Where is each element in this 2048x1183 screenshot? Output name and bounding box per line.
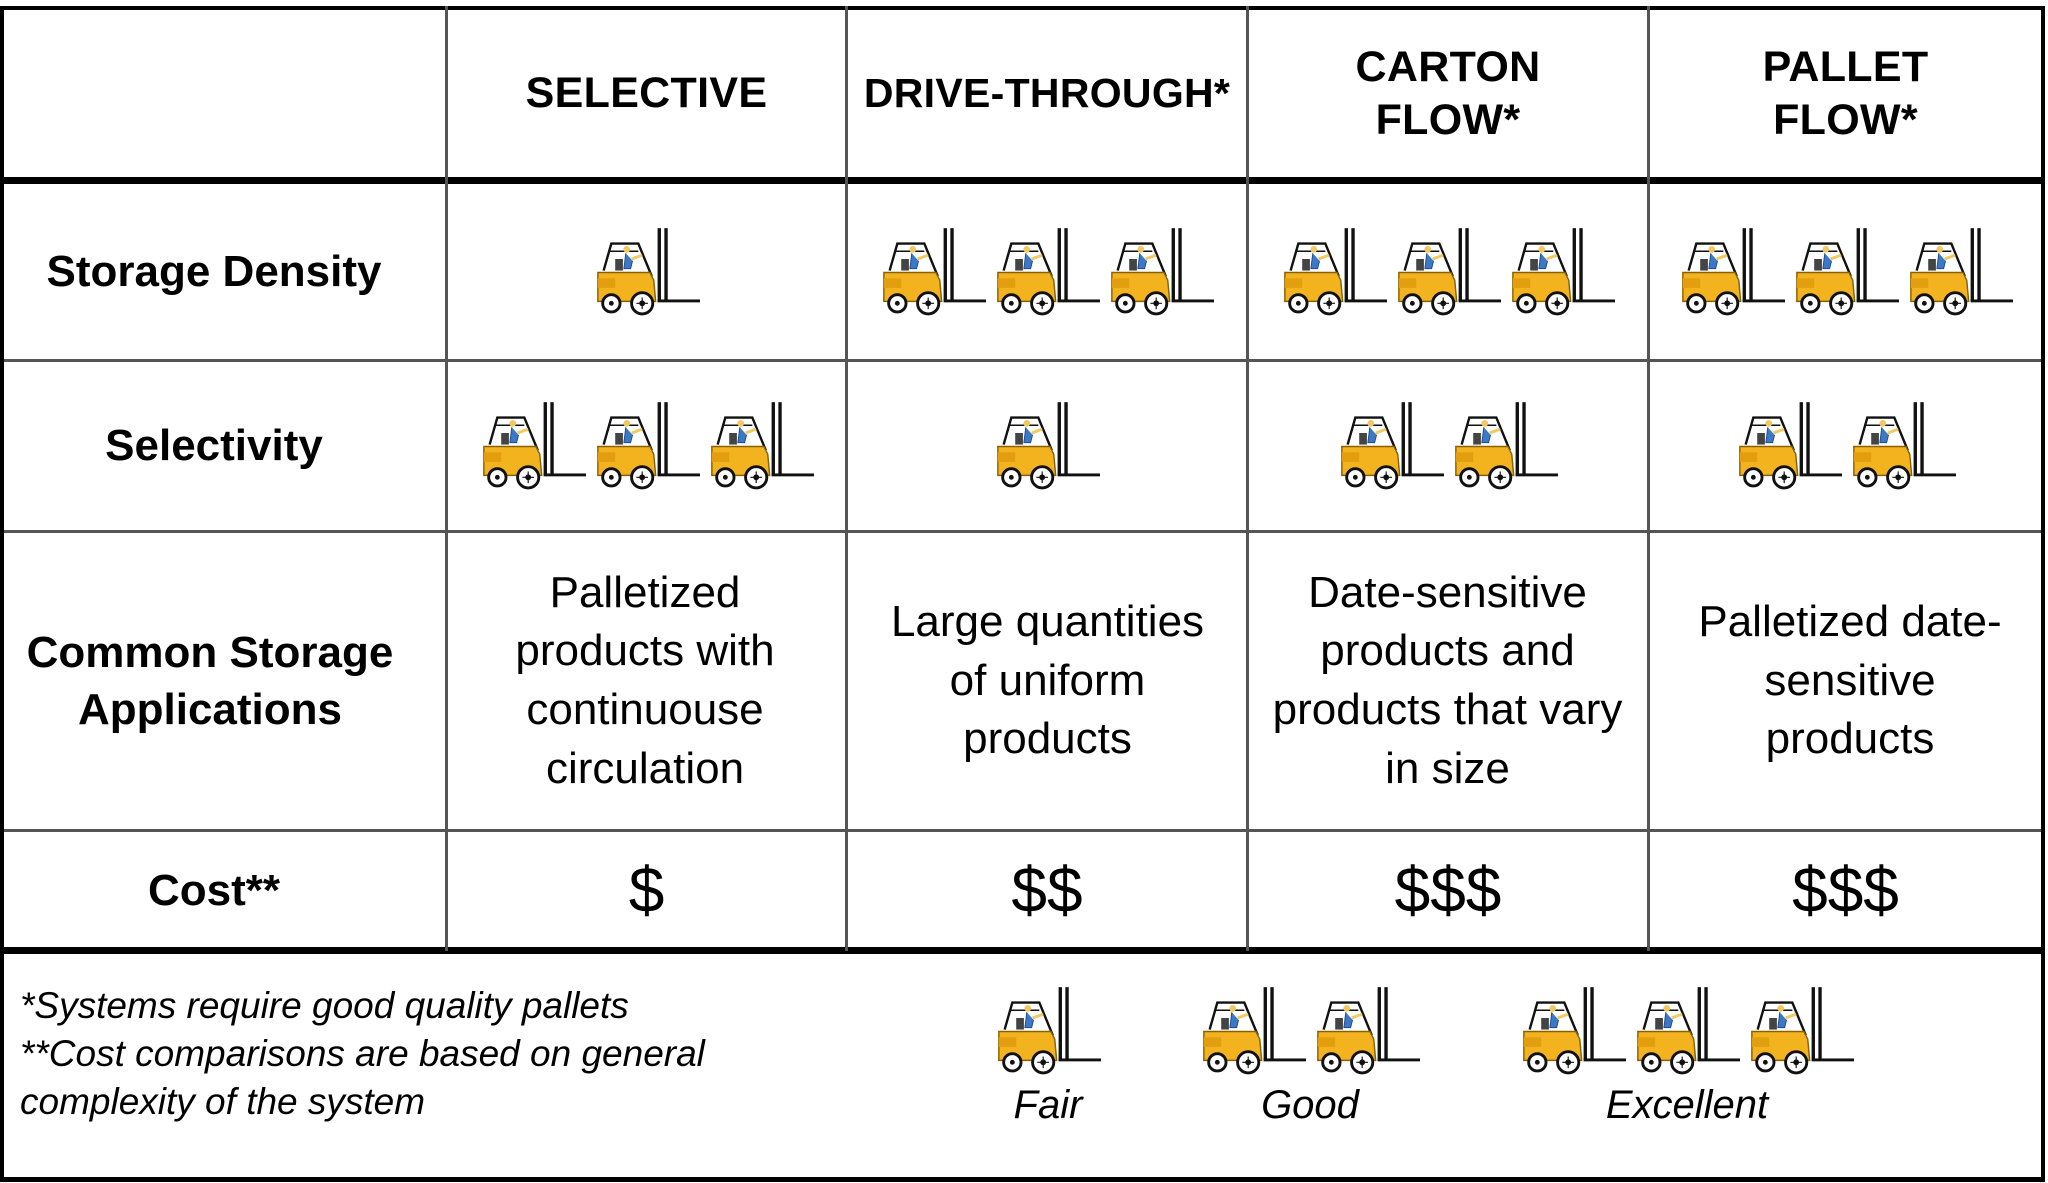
legend-label: Good <box>1261 1083 1359 1127</box>
forklift-icon <box>1679 226 1785 318</box>
application-selective: Palletized products with continuouse cir… <box>515 567 775 793</box>
legend-fair: Fair <box>995 985 1101 1128</box>
forklift-icon <box>1793 226 1899 318</box>
rating-cell <box>448 362 845 530</box>
column-header-selective: SELECTIVE <box>525 69 768 118</box>
rating-storage-density-carton-flow <box>1281 226 1615 318</box>
application-drive-through: Large quantities of uniform products <box>890 597 1205 764</box>
row-label-cost: Cost** <box>147 866 281 915</box>
column-divider <box>1246 6 1249 951</box>
forklift-icon <box>1520 985 1626 1077</box>
forklift-icon <box>1634 985 1740 1077</box>
legend-label: Excellent <box>1605 1083 1769 1127</box>
forklift-icon <box>1108 226 1214 318</box>
row-divider <box>0 530 2044 533</box>
column-header-pallet-flow: PALLET FLOW* <box>1762 43 1929 144</box>
forklift-icon <box>1736 400 1842 492</box>
rating-storage-density-selective <box>594 226 700 318</box>
row-divider <box>0 359 2044 362</box>
table-border-top <box>0 6 2044 10</box>
forklift-icon <box>594 400 700 492</box>
column-header-carton-flow: CARTON FLOW* <box>1355 43 1541 144</box>
rating-selectivity-drive-through <box>994 400 1100 492</box>
forklift-icon <box>1748 985 1854 1077</box>
forklift-icon <box>1452 400 1558 492</box>
column-divider <box>1647 6 1650 951</box>
rating-cell <box>1650 184 2041 359</box>
forklift-icon <box>880 226 986 318</box>
table-border-left <box>0 6 4 1182</box>
footnote-pallets: *Systems require good quality pallets <box>20 985 629 1026</box>
rating-cell <box>848 362 1246 530</box>
footnote-cost: **Cost comparisons are based on general <box>20 1033 705 1074</box>
row-label-applications: Common Storage Applications <box>26 627 394 734</box>
forklift-icon <box>1850 400 1956 492</box>
table-border-right <box>2041 6 2045 1182</box>
forklift-icon <box>1338 400 1444 492</box>
rating-selectivity-carton-flow <box>1338 400 1558 492</box>
forklift-icon <box>1509 226 1615 318</box>
forklift-icon <box>995 985 1101 1077</box>
header-divider <box>0 177 2044 184</box>
rating-selectivity-selective <box>480 400 814 492</box>
legend-good: Good <box>1200 985 1420 1128</box>
forklift-icon <box>1907 226 2013 318</box>
legend-label: Fair <box>1013 1083 1083 1127</box>
rating-cell <box>1249 184 1647 359</box>
rating-storage-density-drive-through <box>880 226 1214 318</box>
footnotes: *Systems require good quality pallets **… <box>20 982 705 1126</box>
application-carton-flow: Date-sensitive products and products tha… <box>1272 567 1623 793</box>
cost-carton-flow: $$$ <box>1394 853 1502 926</box>
rating-cell <box>1249 362 1647 530</box>
row-label-storage-density: Storage Density <box>46 246 382 296</box>
rating-cell <box>848 184 1246 359</box>
row-divider <box>0 829 2044 832</box>
cost-pallet-flow: $$$ <box>1792 853 1899 926</box>
footer-divider <box>0 947 2044 954</box>
cost-drive-through: $$ <box>1011 853 1083 926</box>
legend-excellent: Excellent <box>1520 985 1854 1128</box>
forklift-icon <box>994 226 1100 318</box>
forklift-icon <box>708 400 814 492</box>
column-header-drive-through: DRIVE-THROUGH* <box>863 70 1231 117</box>
forklift-icon <box>1200 985 1306 1077</box>
rating-cell <box>448 184 845 359</box>
legend-icons <box>995 985 1101 1077</box>
rating-cell <box>1650 362 2041 530</box>
rating-selectivity-pallet-flow <box>1736 400 1956 492</box>
forklift-icon <box>1395 226 1501 318</box>
footnote-cost-continued: complexity of the system <box>20 1081 426 1122</box>
forklift-icon <box>594 226 700 318</box>
legend-icons <box>1200 985 1420 1077</box>
column-divider <box>445 6 448 951</box>
forklift-icon <box>1281 226 1387 318</box>
application-pallet-flow: Palletized date-sensitive products <box>1698 597 2002 764</box>
column-divider <box>845 6 848 951</box>
rating-storage-density-pallet-flow <box>1679 226 2013 318</box>
forklift-icon <box>1314 985 1420 1077</box>
cost-selective: $ <box>628 853 665 926</box>
forklift-icon <box>480 400 586 492</box>
legend-icons <box>1520 985 1854 1077</box>
forklift-icon <box>994 400 1100 492</box>
table-border-bottom <box>0 1177 2044 1182</box>
row-label-selectivity: Selectivity <box>105 421 323 471</box>
